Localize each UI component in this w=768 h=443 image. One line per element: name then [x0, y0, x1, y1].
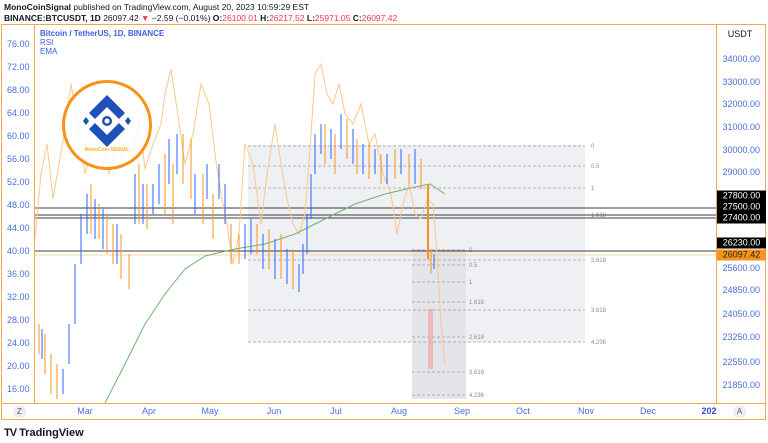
- svg-text:3.618: 3.618: [591, 308, 607, 314]
- time-label: May: [201, 406, 219, 416]
- rsi-scale[interactable]: 76.00 72.00 68.00 64.00 60.00 56.00 52.0…: [1, 24, 35, 403]
- fib-zone-small: [412, 249, 466, 399]
- svg-text:3.618: 3.618: [469, 370, 485, 376]
- rsi-tick: 72.00: [7, 62, 30, 72]
- time-label: Mar: [77, 406, 93, 416]
- logo-text: MonoCoin SIGNAL: [84, 147, 130, 153]
- svg-text:1.618: 1.618: [591, 213, 607, 219]
- publish-info: MonoCoinSignal published on TradingView.…: [4, 2, 309, 12]
- rsi-tick: 36.00: [7, 269, 30, 279]
- time-label: Jun: [266, 406, 282, 416]
- rsi-tick: 52.00: [7, 177, 30, 187]
- fib-labels-main: 0 0.5 1 1.618 2.618 3.618 4.236: [591, 144, 607, 346]
- chart-legend: Bitcoin / TetherUS, 1D, BINANCE RSI EMA: [40, 29, 164, 56]
- currency-label[interactable]: USDT: [727, 29, 753, 39]
- price-tick: 34000.00: [722, 54, 760, 64]
- svg-text:2.618: 2.618: [591, 258, 607, 264]
- price-tick: 30000.00: [722, 145, 760, 155]
- close-value: 26097.42: [361, 13, 398, 23]
- low-label: L:: [306, 13, 315, 23]
- price-scale[interactable]: 34000.00 33000.00 32000.00 31000.00 3000…: [716, 24, 766, 403]
- svg-text:4.236: 4.236: [591, 340, 607, 346]
- time-label: Dec: [639, 406, 657, 416]
- rsi-tick: 28.00: [7, 315, 30, 325]
- published-text: published on TradingView.com, August 20,…: [73, 2, 310, 12]
- time-label: Sep: [453, 406, 471, 416]
- time-label: Jul: [330, 406, 342, 416]
- svg-text:1.618: 1.618: [469, 300, 485, 306]
- rsi-tick: 16.00: [7, 384, 30, 394]
- rsi-tick: 44.00: [7, 223, 30, 233]
- rsi-tick: 76.00: [7, 39, 30, 49]
- price-tick: 22550.00: [722, 357, 760, 367]
- time-label: Aug: [390, 406, 408, 416]
- time-label-year: 202: [701, 406, 717, 416]
- svg-text:2.618: 2.618: [469, 335, 485, 341]
- price-tick: 33000.00: [722, 77, 760, 87]
- rsi-tick: 24.00: [7, 338, 30, 348]
- price-tick: 31000.00: [722, 122, 760, 132]
- level-price-label: 26230.00: [717, 237, 766, 249]
- candles: [38, 114, 435, 399]
- price-tick: 23250.00: [722, 332, 760, 342]
- tradingview-footer[interactable]: TV TradingView: [4, 427, 84, 439]
- svg-text:0.5: 0.5: [469, 263, 478, 269]
- level-price-label: 27500.00: [717, 201, 766, 213]
- rsi-tick: 64.00: [7, 108, 30, 118]
- close-label: C:: [352, 13, 362, 23]
- legend-title[interactable]: Bitcoin / TetherUS, 1D, BINANCE: [40, 29, 165, 38]
- rsi-tick: 56.00: [7, 154, 30, 164]
- zoom-button[interactable]: Z: [13, 405, 26, 418]
- time-label: Oct: [515, 406, 531, 416]
- price-tick: 24850.00: [722, 285, 760, 295]
- rsi-tick: 60.00: [7, 131, 30, 141]
- author-name[interactable]: MonoCoinSignal: [4, 2, 72, 12]
- legend-ema[interactable]: EMA: [40, 47, 58, 56]
- price-tick: 29000.00: [722, 167, 760, 177]
- price-tick: 25600.00: [722, 263, 760, 273]
- support-resistance-lines: [35, 207, 716, 252]
- open-value: 26100.01: [222, 13, 258, 23]
- rsi-tick: 40.00: [7, 246, 30, 256]
- auto-scale-button[interactable]: A: [733, 405, 746, 418]
- svg-text:1: 1: [591, 186, 595, 192]
- price-tick: 32000.00: [722, 99, 760, 109]
- down-arrow-icon: ▼: [141, 13, 150, 23]
- rsi-tick: 20.00: [7, 361, 30, 371]
- rsi-tick: 68.00: [7, 85, 30, 95]
- symbol-label: BINANCE:BTCUSDT, 1D: [4, 13, 101, 23]
- tradingview-logo-icon: TV: [4, 427, 17, 439]
- time-label: Nov: [577, 406, 595, 416]
- ema-line: [104, 183, 446, 403]
- svg-text:1: 1: [469, 280, 473, 286]
- binance-diamond-icon: [83, 95, 131, 147]
- high-label: H:: [260, 13, 270, 23]
- svg-text:0: 0: [591, 144, 595, 150]
- level-price-label: 27400.00: [717, 212, 766, 224]
- last-price: 26097.42: [103, 13, 139, 23]
- time-axis[interactable]: [1, 403, 766, 420]
- time-label: Apr: [141, 406, 157, 416]
- svg-text:4.236: 4.236: [469, 393, 485, 399]
- svg-text:0.5: 0.5: [591, 164, 600, 170]
- tradingview-brand: TradingView: [19, 427, 84, 439]
- low-value: 25971.05: [314, 13, 351, 23]
- monocoin-logo: MonoCoin SIGNAL: [62, 80, 152, 170]
- price-chart[interactable]: 0 0.5 1 1.618 2.618 3.618 4.236 0 0.5 1 …: [35, 24, 716, 403]
- level-price-label: 27800.00: [717, 190, 766, 202]
- open-label: O:: [212, 13, 223, 23]
- current-price-label: 26097.42: [717, 249, 766, 261]
- high-value: 26217.52: [269, 13, 305, 23]
- price-change: −2.59 (−0.01%): [151, 13, 211, 23]
- rsi-tick: 32.00: [7, 292, 30, 302]
- symbol-ohlc-bar: BINANCE:BTCUSDT, 1D 26097.42 ▼ −2.59 (−0…: [4, 13, 397, 23]
- price-tick: 24050.00: [722, 309, 760, 319]
- rsi-tick: 48.00: [7, 200, 30, 210]
- price-tick: 21850.00: [722, 380, 760, 390]
- legend-rsi[interactable]: RSI: [40, 38, 54, 47]
- projection-bar: [428, 309, 433, 369]
